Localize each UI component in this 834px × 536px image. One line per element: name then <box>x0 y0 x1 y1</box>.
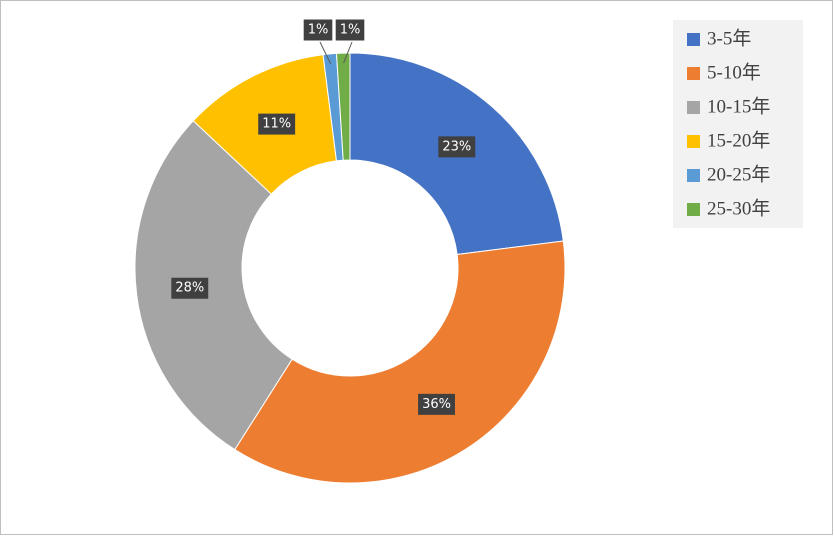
legend-label: 10-15年 <box>707 95 770 117</box>
donut-slice <box>335 52 351 161</box>
data-label-bg <box>258 113 296 135</box>
leader-line <box>343 41 353 64</box>
data-label-bg <box>303 19 333 41</box>
legend-swatch <box>687 203 700 216</box>
data-label: 1% <box>340 23 361 38</box>
leader-line <box>319 41 332 65</box>
data-label-bg <box>335 19 365 41</box>
legend-swatch <box>687 33 700 46</box>
legend-label: 25-30年 <box>707 197 770 219</box>
data-label: 23% <box>442 139 471 154</box>
donut-slice <box>134 120 293 451</box>
legend-label: 15-20年 <box>707 129 770 151</box>
data-label-bg <box>171 277 209 299</box>
legend-label: 3-5年 <box>707 27 751 49</box>
legend-swatch <box>687 169 700 182</box>
data-label: 28% <box>175 281 204 296</box>
legend-label: 20-25年 <box>707 163 770 185</box>
data-label-bg <box>438 136 476 158</box>
legend-swatch <box>687 101 700 114</box>
data-label-bg <box>418 393 455 415</box>
data-label: 1% <box>308 23 329 38</box>
data-label: 11% <box>262 117 291 132</box>
legend-swatch <box>687 135 700 148</box>
donut-slice <box>234 240 566 484</box>
data-label: 36% <box>422 397 451 412</box>
legend-box <box>673 20 803 228</box>
legend-swatch <box>687 67 700 80</box>
legend-label: 5-10年 <box>707 61 761 83</box>
